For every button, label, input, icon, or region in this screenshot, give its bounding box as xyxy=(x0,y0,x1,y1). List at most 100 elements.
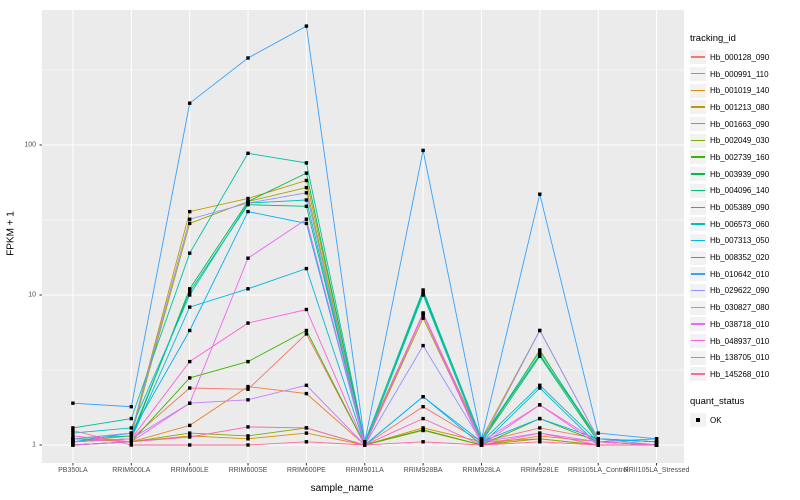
legend-item-Hb_003939_090: Hb_003939_090 xyxy=(690,166,798,183)
data-point xyxy=(538,440,542,444)
legend-line-swatch xyxy=(691,306,705,309)
legend-item-Hb_001019_140: Hb_001019_140 xyxy=(690,82,798,99)
data-point xyxy=(421,416,425,421)
data-point xyxy=(246,56,250,60)
x-tick-label-RRIM600LE: RRIM600LE xyxy=(170,467,209,474)
data-point xyxy=(246,384,250,389)
legend: tracking_id Hb_000128_090 Hb_000991_110 Hb… xyxy=(690,33,798,428)
data-point xyxy=(129,431,133,435)
data-point xyxy=(363,440,367,444)
legend-shape-items: OK xyxy=(690,412,798,429)
x-tick-label-RRIM600PE: RRIM600PE xyxy=(286,467,326,474)
legend-item-label: Hb_000991_110 xyxy=(710,69,769,79)
legend-line-swatch xyxy=(691,206,705,208)
data-point xyxy=(246,209,250,214)
data-point xyxy=(188,217,192,221)
data-point xyxy=(71,426,75,430)
data-point xyxy=(421,426,425,430)
legend-item-Hb_008352_020: Hb_008352_020 xyxy=(690,249,798,266)
data-point xyxy=(304,24,309,28)
x-tick-label-RRII105LA_Stressed: RRII105LA_Stressed xyxy=(623,467,690,474)
data-point xyxy=(304,426,309,430)
legend-item-Hb_006573_060: Hb_006573_060 xyxy=(690,216,798,233)
legend-item-label: Hb_038718_010 xyxy=(710,319,770,329)
data-point xyxy=(129,426,133,430)
legend-key-line-icon xyxy=(690,117,706,132)
legend-item-Hb_010642_010: Hb_010642_010 xyxy=(690,266,798,283)
data-point xyxy=(304,178,309,183)
data-point xyxy=(246,201,250,205)
legend-item-label: Hb_145268_010 xyxy=(710,369,770,379)
legend-line-swatch xyxy=(691,356,705,359)
legend-item-Hb_138705_010: Hb_138705_010 xyxy=(690,349,798,366)
legend-item-label: Hb_007313_050 xyxy=(710,236,770,246)
legend-line-swatch xyxy=(691,56,705,58)
data-point xyxy=(304,431,309,435)
data-point xyxy=(246,151,250,155)
data-point xyxy=(188,423,192,428)
legend-line-swatch xyxy=(691,73,705,75)
data-point xyxy=(304,332,309,336)
data-point xyxy=(129,405,133,409)
legend-key-line-icon xyxy=(690,283,706,298)
data-point xyxy=(188,431,192,435)
legend-item-label: Hb_048937_010 xyxy=(710,336,770,346)
legend-item-quant-OK: OK xyxy=(690,412,798,429)
legend-line-swatch xyxy=(691,139,705,142)
data-point xyxy=(188,287,192,291)
data-point xyxy=(129,434,133,438)
data-point xyxy=(538,416,542,421)
legend-item-label: Hb_002739_160 xyxy=(710,152,770,162)
data-point xyxy=(246,398,250,402)
x-tick-label-RRIM901LA: RRIM901LA xyxy=(345,467,384,474)
legend-item-Hb_029622_090: Hb_029622_090 xyxy=(690,283,798,300)
data-point xyxy=(479,437,484,441)
legend-item-Hb_007313_050: Hb_007313_050 xyxy=(690,233,798,250)
data-point xyxy=(304,161,309,165)
data-point xyxy=(188,376,192,380)
x-tick-label-RRIM928LA: RRIM928LA xyxy=(462,467,501,474)
legend-line-swatch xyxy=(691,239,705,242)
data-point xyxy=(188,305,192,309)
data-point xyxy=(421,288,425,292)
legend-item-label: Hb_010642_010 xyxy=(710,269,770,279)
data-point xyxy=(421,290,425,294)
data-point xyxy=(129,437,133,441)
data-point xyxy=(304,191,309,195)
legend-key-line-icon xyxy=(690,367,706,382)
data-point xyxy=(129,416,133,421)
legend-item-label: Hb_000128_090 xyxy=(710,52,770,62)
panel-background xyxy=(42,10,684,463)
data-point xyxy=(421,148,425,153)
legend-item-label: Hb_029622_090 xyxy=(710,286,770,296)
data-point xyxy=(304,185,309,190)
legend-line-swatch xyxy=(691,223,705,225)
data-point xyxy=(538,328,542,333)
data-point xyxy=(654,437,659,441)
data-point xyxy=(538,437,542,441)
data-point xyxy=(538,349,542,354)
data-point xyxy=(246,359,250,364)
data-point xyxy=(71,401,75,405)
legend-line-swatch xyxy=(691,256,705,258)
legend-item-Hb_001663_090: Hb_001663_090 xyxy=(690,116,798,133)
legend-item-label: Hb_005389_090 xyxy=(710,203,770,213)
legend-item-Hb_002739_160: Hb_002739_160 xyxy=(690,149,798,166)
data-point xyxy=(188,359,192,364)
legend-item-label: Hb_004096_140 xyxy=(710,186,770,196)
data-point xyxy=(188,209,192,214)
data-point xyxy=(479,443,484,447)
legend-line-swatch xyxy=(691,89,705,92)
data-point xyxy=(71,431,75,435)
legend-key-line-icon xyxy=(690,83,706,98)
data-point xyxy=(596,440,600,444)
legend-item-label: Hb_001019_140 xyxy=(710,86,770,96)
data-point xyxy=(479,440,484,444)
data-point xyxy=(538,403,542,407)
data-point xyxy=(538,386,542,390)
legend-item-label: Hb_008352_020 xyxy=(710,253,770,263)
data-point xyxy=(538,354,542,358)
data-point xyxy=(246,443,250,447)
